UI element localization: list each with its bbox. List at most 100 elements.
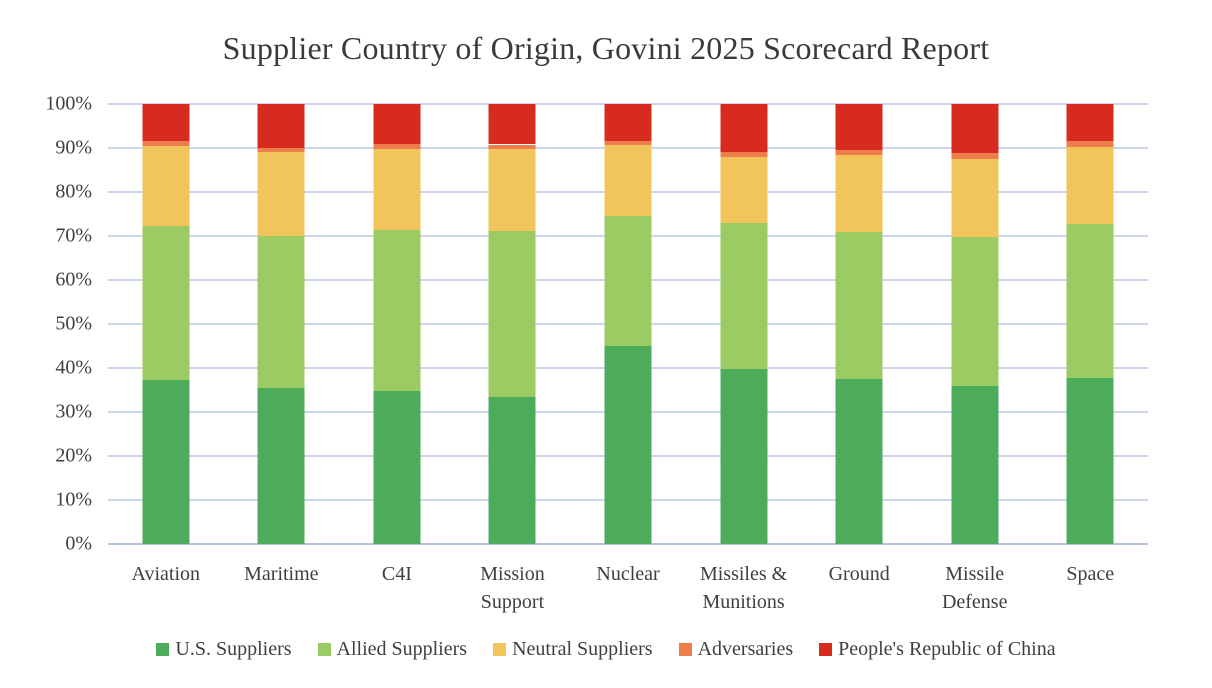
bar-segment [604, 104, 652, 141]
bar-segment [835, 231, 883, 380]
y-tick-label: 10% [55, 488, 92, 511]
legend-swatch-icon [156, 643, 170, 656]
x-category-label: C4I [381, 563, 412, 585]
bar-segment [720, 151, 768, 157]
bar-segment [720, 156, 768, 223]
y-tick-label: 0% [65, 532, 92, 555]
bar-segment [142, 226, 190, 381]
bar-segment [142, 380, 190, 544]
stacked-bar [1066, 104, 1114, 544]
x-category-label: Nuclear [596, 563, 660, 585]
bar-slot [455, 104, 571, 544]
y-axis-tick-labels: 100% 90% 80% 70% 60% 50% 40% 30% 20% 10% 0% [0, 93, 92, 555]
bar-segment [1066, 377, 1114, 544]
gridline [108, 103, 1148, 105]
bar-segment [951, 236, 999, 386]
x-category-label: Missile Defense [941, 563, 1008, 613]
bar-segment [951, 159, 999, 237]
bar-segment [835, 150, 883, 155]
bar-segment [1066, 146, 1114, 224]
stacked-bar [720, 104, 768, 544]
bar-segment [142, 104, 190, 141]
bar-segment [1066, 223, 1114, 378]
bar-segment [835, 104, 883, 151]
bar-segment [951, 153, 999, 159]
bar-segment [257, 148, 305, 153]
bar-slot [108, 104, 224, 544]
legend-label: Allied Suppliers [336, 638, 468, 660]
bar-segment [720, 104, 768, 152]
bar-segment [488, 104, 536, 145]
bar-segment [257, 104, 305, 148]
bar-slot [801, 104, 917, 544]
y-tick-label: 30% [55, 400, 92, 423]
legend-item: Allied Suppliers [317, 638, 468, 661]
x-category-label: Missiles & Munitions [699, 563, 788, 613]
bar-segment [720, 369, 768, 544]
y-tick-label: 40% [55, 356, 92, 379]
bar-segment [373, 104, 421, 144]
legend-swatch-icon [317, 643, 331, 656]
y-tick-label: 100% [45, 92, 92, 115]
x-axis-category-labels: Aviation Maritime C4I Mission Support Nuclea… [108, 560, 1148, 616]
bar-segment [257, 387, 305, 544]
y-tick-label: 50% [55, 312, 92, 335]
bar-segment [951, 104, 999, 154]
bar-segment [142, 140, 190, 146]
bar-segment [373, 230, 421, 391]
x-category-label: Maritime [244, 563, 319, 585]
stacked-bar [951, 104, 999, 544]
bar-segment [373, 390, 421, 544]
bar-series-container [108, 104, 1148, 544]
legend-swatch-icon [493, 643, 507, 656]
bar-segment [604, 140, 652, 145]
stacked-bar [488, 104, 536, 544]
bar-segment [951, 385, 999, 544]
bar-slot [686, 104, 802, 544]
stacked-bar [257, 104, 305, 544]
bar-slot [1033, 104, 1149, 544]
legend-swatch-icon [678, 643, 692, 656]
bar-segment [1066, 104, 1114, 142]
bar-segment [835, 154, 883, 232]
plot-area [108, 103, 1148, 545]
x-axis-line [108, 543, 1148, 545]
bar-segment [142, 145, 190, 227]
legend-label: People's Republic of China [838, 638, 1056, 660]
stacked-bar [373, 104, 421, 544]
legend-item: U.S. Suppliers [156, 638, 292, 661]
stacked-bar [835, 104, 883, 544]
y-tick-label: 80% [55, 180, 92, 203]
y-tick-label: 70% [55, 224, 92, 247]
bar-segment [604, 346, 652, 544]
bar-segment [1066, 141, 1114, 147]
bar-segment [373, 143, 421, 150]
chart-title: Supplier Country of Origin, Govini 2025 … [222, 30, 990, 66]
bar-slot [570, 104, 686, 544]
legend-label: U.S. Suppliers [175, 638, 292, 660]
x-category-label: Aviation [131, 563, 201, 585]
legend-item: People's Republic of China [819, 638, 1056, 661]
bar-slot [917, 104, 1033, 544]
legend-swatch-icon [819, 643, 833, 656]
bar-segment [604, 216, 652, 347]
legend-label: Neutral Suppliers [512, 638, 653, 660]
bar-slot [339, 104, 455, 544]
y-tick-label: 60% [55, 268, 92, 291]
bar-segment [488, 144, 536, 150]
stacked-bar [142, 104, 190, 544]
bar-segment [488, 230, 536, 397]
bar-segment [373, 149, 421, 231]
legend: U.S. Suppliers Allied Suppliers Neutral Su… [0, 638, 1212, 661]
x-category-label: Space [1066, 563, 1115, 585]
legend-item: Adversaries [678, 638, 793, 661]
bar-segment [720, 222, 768, 370]
bar-segment [488, 149, 536, 231]
x-category-label: Ground [828, 563, 890, 585]
bar-segment [257, 152, 305, 236]
bar-segment [257, 236, 305, 388]
x-category-label: Mission Support [480, 563, 545, 613]
stacked-bar [604, 104, 652, 544]
legend-item: Neutral Suppliers [493, 638, 653, 661]
